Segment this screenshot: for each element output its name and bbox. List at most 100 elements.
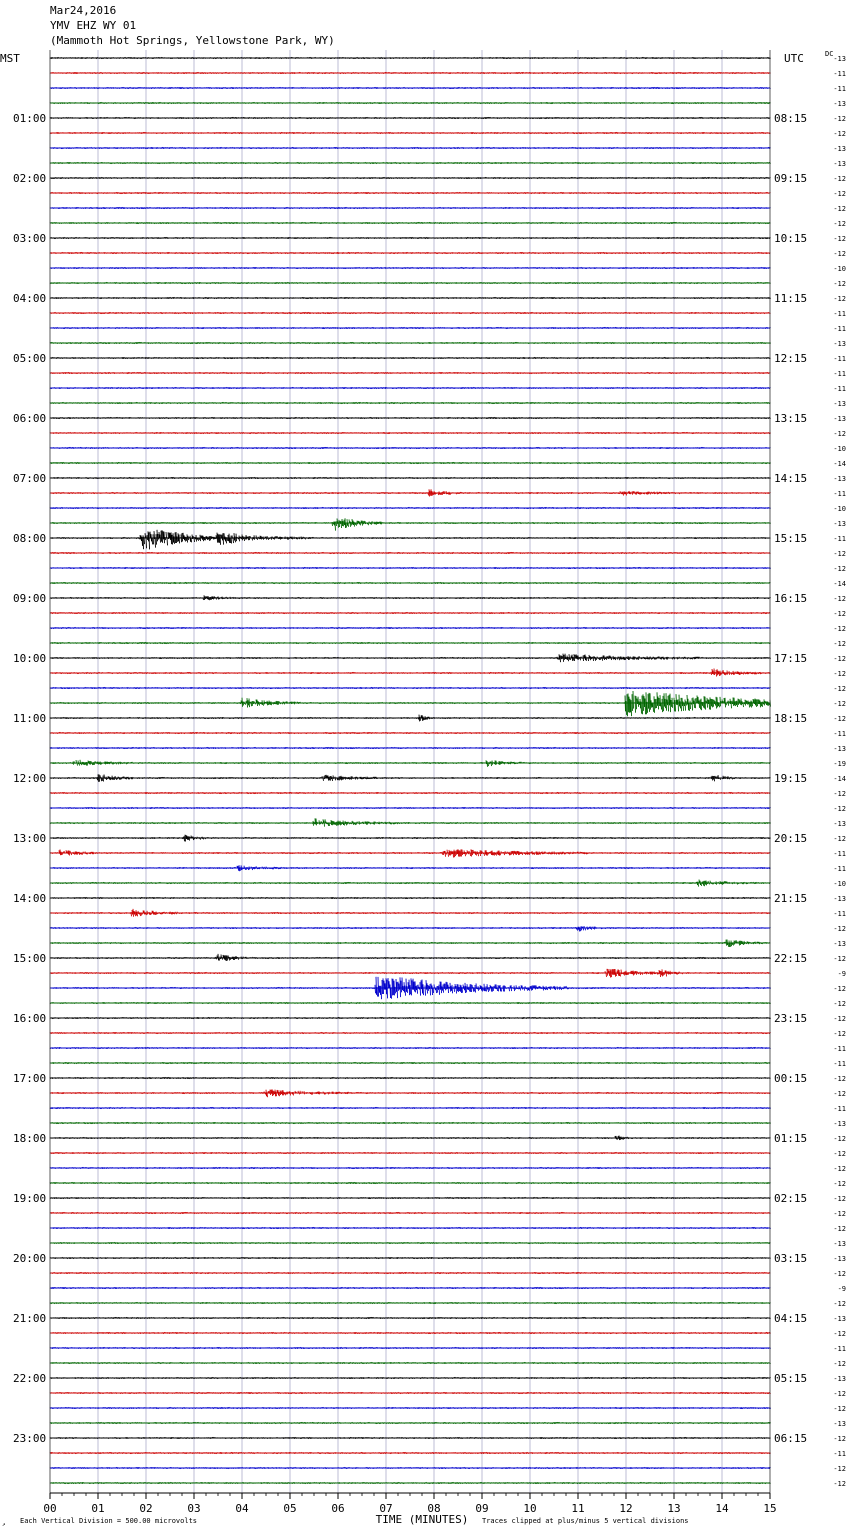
- dc-offset-label: -14: [833, 775, 846, 783]
- utc-tick-label: 10:15: [774, 232, 807, 245]
- utc-tick-label: 14:15: [774, 472, 807, 485]
- dc-offset-label: -12: [833, 790, 846, 798]
- mst-tick-label: 13:00: [13, 832, 46, 845]
- dc-offset-label: -12: [833, 985, 846, 993]
- mst-tick-label: 08:00: [13, 532, 46, 545]
- dc-offset-label: -13: [833, 340, 846, 348]
- utc-tick-label: 09:15: [774, 172, 807, 185]
- utc-tick-label: 17:15: [774, 652, 807, 665]
- plot-date: Mar24,2016: [50, 4, 117, 17]
- mst-tick-label: 20:00: [13, 1252, 46, 1265]
- utc-tick-label: 06:15: [774, 1432, 807, 1445]
- dc-offset-label: -11: [833, 865, 846, 873]
- dc-offset-label: -12: [833, 250, 846, 258]
- dc-offset-label: -11: [833, 910, 846, 918]
- dc-offset-label: -12: [833, 670, 846, 678]
- dc-offset-label: -12: [833, 1030, 846, 1038]
- dc-offset-label: -13: [833, 100, 846, 108]
- x-tick-label: 05: [283, 1502, 296, 1515]
- mst-tick-label: 02:00: [13, 172, 46, 185]
- dc-offset-label: -12: [833, 565, 846, 573]
- dc-offset-label: -12: [833, 130, 846, 138]
- dc-offset-label: -12: [833, 1150, 846, 1158]
- right-axis-label: UTC: [784, 52, 804, 65]
- dc-offset-label: -11: [833, 850, 846, 858]
- dc-offset-label: -12: [833, 955, 846, 963]
- x-tick-label: 14: [715, 1502, 729, 1515]
- dc-offset-label: -13: [833, 745, 846, 753]
- mst-tick-label: 03:00: [13, 232, 46, 245]
- dc-offset-label: -11: [833, 535, 846, 543]
- utc-tick-label: 00:15: [774, 1072, 807, 1085]
- dc-offset-label: -12: [833, 115, 846, 123]
- x-tick-label: 09: [475, 1502, 488, 1515]
- trace-line: [49, 518, 771, 531]
- seismogram-traces: [49, 56, 771, 1485]
- dc-offset-label: -12: [833, 685, 846, 693]
- mst-tick-label: 15:00: [13, 952, 46, 965]
- utc-tick-label: 03:15: [774, 1252, 807, 1265]
- corner-mark-icon: ↗: [2, 1521, 6, 1528]
- dc-offset-label: -11: [833, 1045, 846, 1053]
- dc-offset-label: -12: [833, 280, 846, 288]
- dc-offset-label: -12: [833, 700, 846, 708]
- station-title: YMV EHZ WY 01: [50, 19, 137, 32]
- dc-offset-label: -13: [833, 400, 846, 408]
- dc-offset-label: -11: [833, 1345, 846, 1353]
- dc-offset-label: -11: [833, 70, 846, 78]
- utc-tick-label: 22:15: [774, 952, 807, 965]
- location-subtitle: (Mammoth Hot Springs, Yellowstone Park, …: [50, 34, 335, 47]
- utc-tick-label: 21:15: [774, 892, 807, 905]
- mst-tick-label: 04:00: [13, 292, 46, 305]
- axis-labels: MST 01:00 02:00 03:00 04:00 05:00 06:00 07:00 08…: [0, 50, 846, 1528]
- dc-offset-label: -12: [833, 1330, 846, 1338]
- dc-offset-label: -13: [833, 415, 846, 423]
- dc-offset-label: -11: [833, 370, 846, 378]
- dc-offset-label: -12: [833, 1480, 846, 1488]
- x-tick-label: 04: [235, 1502, 249, 1515]
- dc-offset-label: -12: [833, 835, 846, 843]
- mst-tick-label: 18:00: [13, 1132, 46, 1145]
- dc-offset-label: -12: [833, 220, 846, 228]
- mst-tick-label: 17:00: [13, 1072, 46, 1085]
- dc-offset-label: -13: [833, 475, 846, 483]
- utc-tick-label: 18:15: [774, 712, 807, 725]
- dc-offset-label: -13: [833, 520, 846, 528]
- x-tick-label: 11: [571, 1502, 584, 1515]
- utc-tick-label: 11:15: [774, 292, 807, 305]
- mst-tick-label: 12:00: [13, 772, 46, 785]
- utc-tick-label: 12:15: [774, 352, 807, 365]
- dc-offset-label: -14: [833, 460, 846, 468]
- dc-offset-label: -10: [833, 505, 846, 513]
- mst-tick-label: 10:00: [13, 652, 46, 665]
- dc-offset-label: -11: [833, 85, 846, 93]
- dc-offset-label: -12: [833, 625, 846, 633]
- trace-line: [49, 529, 771, 550]
- dc-offset-label: -13: [833, 1375, 846, 1383]
- x-tick-label: 08: [427, 1502, 440, 1515]
- dc-offset-label: -10: [833, 880, 846, 888]
- dc-offset-label: -12: [833, 1270, 846, 1278]
- trace-line: [49, 953, 771, 961]
- x-axis-title: TIME (MINUTES): [376, 1513, 469, 1526]
- mst-tick-label: 16:00: [13, 1012, 46, 1025]
- dc-offset-label: -12: [833, 610, 846, 618]
- dc-offset-label: -13: [833, 145, 846, 153]
- dc-label: DC: [825, 50, 833, 58]
- dc-offset-label: -12: [833, 1180, 846, 1188]
- dc-offset-label: -11: [833, 490, 846, 498]
- dc-offset-label: -9: [838, 970, 846, 978]
- dc-offset-label: -12: [833, 715, 846, 723]
- utc-tick-label: 20:15: [774, 832, 807, 845]
- minute-gridlines: [97, 50, 723, 1493]
- dc-offset-label: -12: [833, 640, 846, 648]
- dc-offset-label: -12: [833, 430, 846, 438]
- mst-tick-label: 23:00: [13, 1432, 46, 1445]
- dc-offset-label: -12: [833, 1075, 846, 1083]
- x-tick-label: 07: [379, 1502, 392, 1515]
- utc-tick-label: 04:15: [774, 1312, 807, 1325]
- dc-offset-label: -11: [833, 310, 846, 318]
- dc-offset-label: -12: [833, 1195, 846, 1203]
- dc-offset-label: -13: [833, 1255, 846, 1263]
